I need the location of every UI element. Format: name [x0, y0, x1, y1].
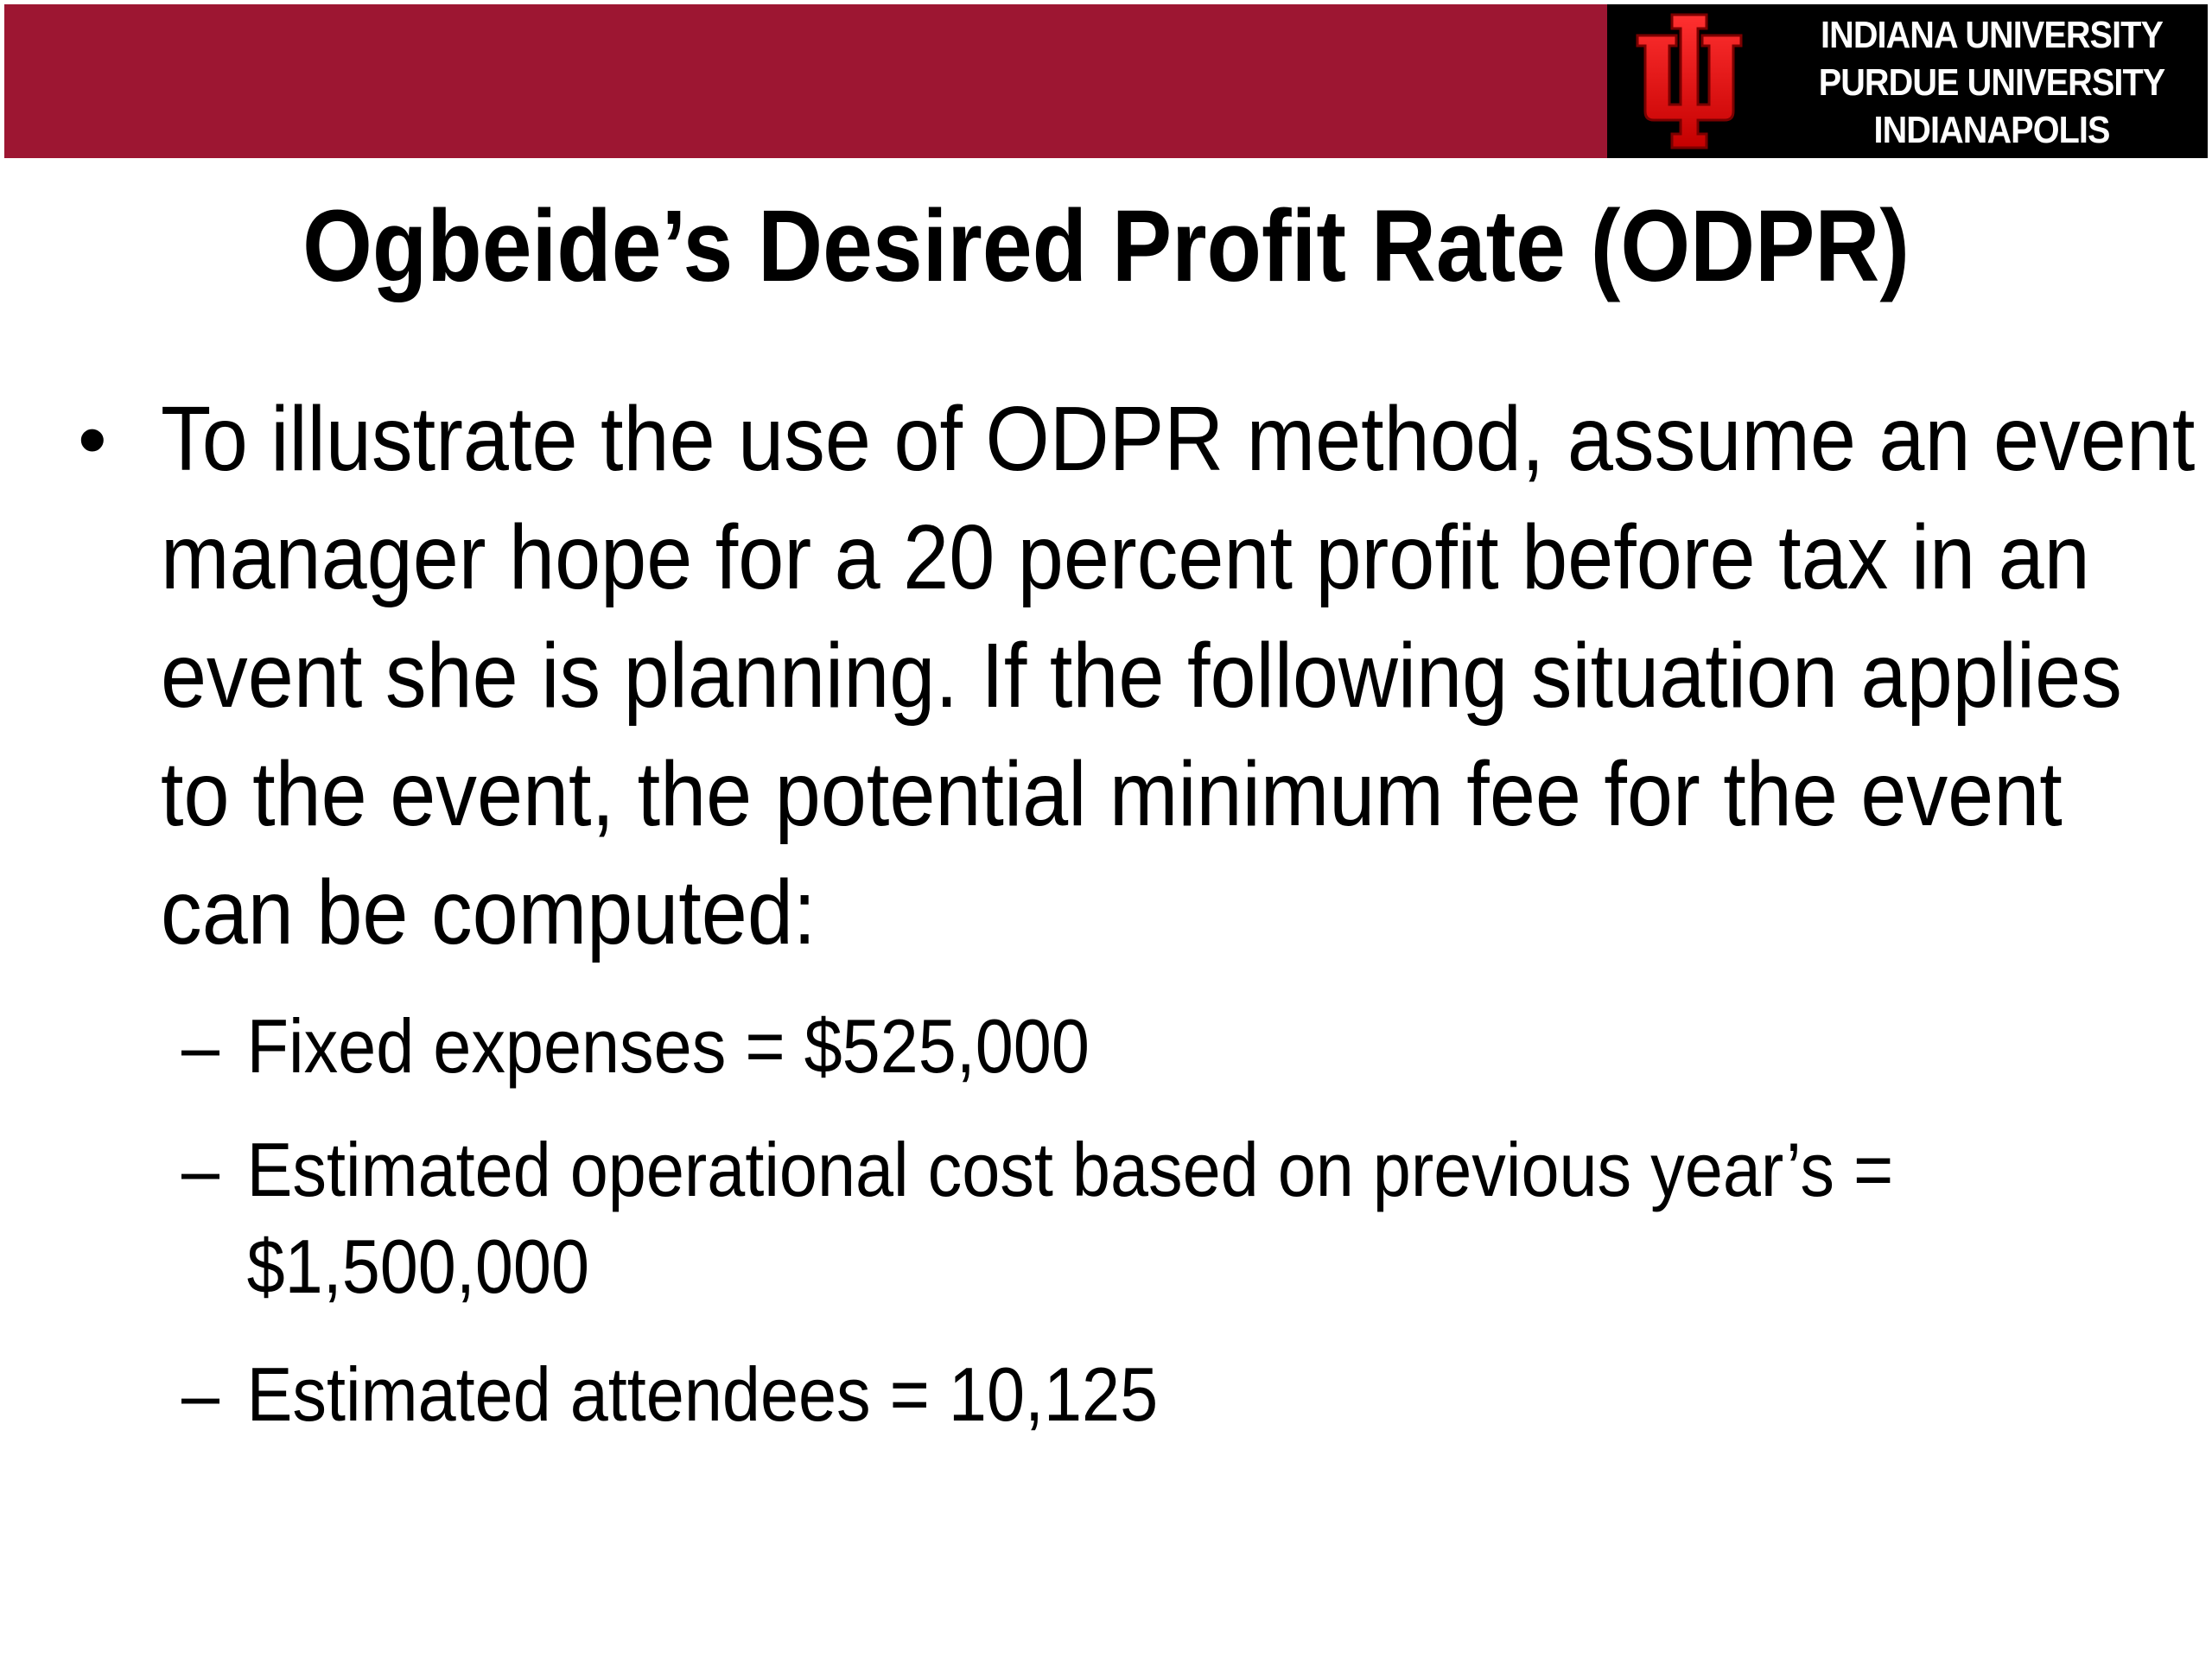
university-logo: INDIANA UNIVERSITY PURDUE UNIVERSITY IND…	[1607, 4, 2208, 158]
sub-item-operational-cost: – Estimated operational cost based on pre…	[181, 1122, 1893, 1315]
sub-item-text: Fixed expenses = $525,000	[246, 1003, 1090, 1089]
logo-line-1: INDIANA UNIVERSITY	[1821, 14, 2164, 56]
bullet-marker: •	[78, 393, 107, 486]
slide-title: Ogbeide’s Desired Profit Rate (ODPR)	[302, 189, 1910, 303]
body-line: To illustrate the use of ODPR method, as…	[161, 388, 2196, 490]
logo-line-3: INDIANAPOLIS	[1873, 109, 2110, 151]
body-line: event she is planning. If the following …	[161, 625, 2122, 727]
main-bullet-text: To illustrate the use of ODPR method, as…	[161, 380, 2196, 972]
sub-bullet-dash: –	[181, 1351, 220, 1437]
sub-item-text: $1,500,000	[246, 1224, 589, 1309]
iu-trident-icon	[1636, 13, 1743, 149]
logo-line-2: PURDUE UNIVERSITY	[1818, 61, 2165, 104]
sub-item-fixed-expenses: – Fixed expenses = $525,000	[181, 998, 1090, 1095]
sub-item-attendees: – Estimated attendees = 10,125	[181, 1346, 1158, 1443]
sub-item-text: Estimated attendees = 10,125	[246, 1351, 1159, 1437]
sub-item-text: Estimated operational cost based on prev…	[246, 1127, 1894, 1212]
sub-bullet-dash: –	[181, 1127, 220, 1212]
sub-bullet-dash: –	[181, 1003, 220, 1089]
body-line: can be computed:	[161, 861, 817, 963]
body-line: to the event, the potential minimum fee …	[161, 743, 2063, 845]
body-line: manager hope for a 20 percent profit bef…	[161, 506, 2090, 608]
university-name: INDIANA UNIVERSITY PURDUE UNIVERSITY IND…	[1809, 11, 2175, 154]
